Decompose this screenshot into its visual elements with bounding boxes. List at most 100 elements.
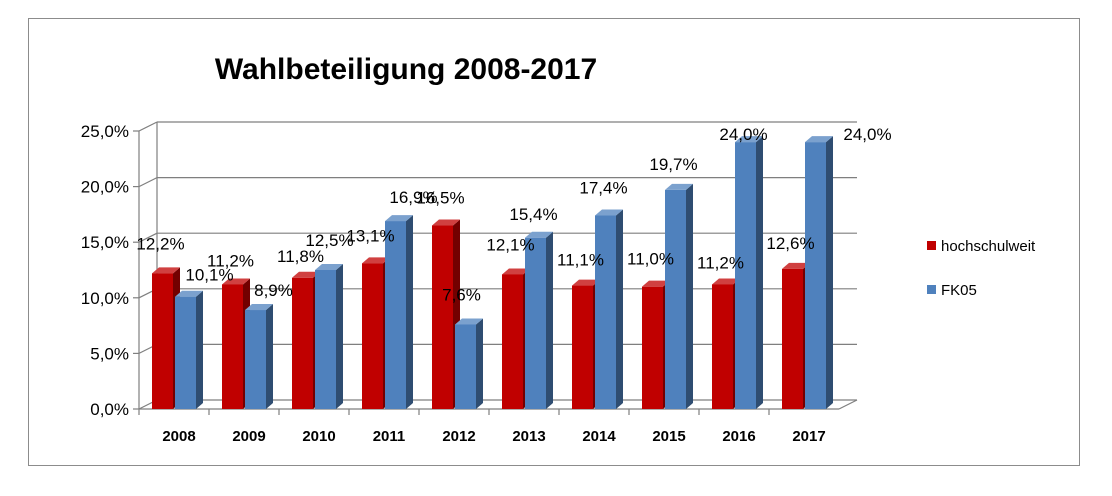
data-label: 16,5% <box>416 189 464 208</box>
bar-top <box>502 268 530 275</box>
bar-top <box>315 264 343 270</box>
data-label: 17,4% <box>579 179 627 198</box>
bar-FK05-2012 <box>455 318 483 409</box>
data-label: 11,2% <box>697 253 744 272</box>
data-label: 8,9% <box>254 281 293 300</box>
bar-front <box>502 274 523 409</box>
bar-top <box>362 257 390 264</box>
bar-side <box>476 318 483 409</box>
bar-FK05-2017 <box>805 136 833 409</box>
bar-side <box>826 136 833 409</box>
bar-top <box>175 290 203 297</box>
bar-top <box>595 209 623 216</box>
data-label: 13,1% <box>346 226 394 245</box>
bar-front <box>782 268 803 409</box>
bar-front <box>595 215 616 409</box>
bar-FK05-2014 <box>595 209 623 409</box>
bar-top <box>455 318 483 325</box>
bar-top <box>525 231 553 238</box>
x-tick-label: 2011 <box>373 428 406 445</box>
bar-top <box>642 280 670 287</box>
data-label: 12,6% <box>766 234 814 253</box>
bar-side <box>616 209 623 409</box>
data-label: 19,7% <box>649 155 697 174</box>
bar-side <box>686 183 693 409</box>
bar-side <box>406 215 413 409</box>
bar-top <box>735 136 763 143</box>
x-tick-label: 2010 <box>302 428 335 445</box>
bar-front <box>642 286 663 409</box>
y-tick-label: 10,0% <box>81 289 129 308</box>
data-label: 15,4% <box>509 205 557 224</box>
bar-front <box>292 277 313 409</box>
chart-title: Wahlbeteiligung 2008-2017 <box>215 53 597 86</box>
data-label: 7,6% <box>442 285 481 304</box>
bar-top <box>152 267 180 274</box>
legend-item-hochschulweit: hochschulweit <box>927 238 1036 255</box>
x-tick-label: 2013 <box>512 428 545 445</box>
bar-front <box>665 189 686 409</box>
floor-right-edge <box>838 399 858 410</box>
data-label: 16,9% <box>389 188 437 207</box>
bar-front <box>712 284 733 409</box>
legend-swatch <box>927 285 936 294</box>
bar-side <box>196 290 203 409</box>
legend-swatch <box>927 241 936 250</box>
bar-top <box>572 279 600 286</box>
bar-side <box>336 264 343 409</box>
gridline-depth <box>138 121 158 132</box>
bar-front <box>362 263 383 409</box>
legend-item-FK05: FK05 <box>927 282 977 299</box>
data-label: 12,5% <box>305 231 353 250</box>
x-tick-label: 2017 <box>792 428 825 445</box>
bar-front <box>315 270 336 409</box>
x-tick-label: 2016 <box>722 428 755 445</box>
data-label: 12,2% <box>136 234 184 253</box>
data-label: 24,0% <box>719 125 767 144</box>
bar-top <box>665 183 693 190</box>
bar-side <box>266 304 273 409</box>
y-tick-label: 20,0% <box>81 178 129 197</box>
bar-top <box>432 219 460 226</box>
bar-front <box>175 296 196 409</box>
bar-FK05-2011 <box>385 215 413 409</box>
bar-top <box>782 262 810 269</box>
y-tick-label: 25,0% <box>81 122 129 141</box>
data-label: 11,2% <box>207 251 254 270</box>
bar-side <box>756 136 763 409</box>
bar-front <box>385 221 406 409</box>
bar-FK05-2015 <box>665 183 693 409</box>
y-tick-label: 5,0% <box>90 344 129 363</box>
bar-FK05-2016 <box>735 136 763 409</box>
bar-front <box>805 142 826 409</box>
bar-front <box>432 225 453 409</box>
bar-front <box>735 142 756 409</box>
x-tick-label: 2009 <box>232 428 265 445</box>
bar-top <box>292 271 320 278</box>
x-tick-label: 2008 <box>162 428 195 445</box>
data-label: 12,1% <box>486 235 534 254</box>
data-label: 11,1% <box>557 251 604 270</box>
bar-front <box>245 310 266 409</box>
bar-side <box>546 231 553 409</box>
bar-FK05-2013 <box>525 231 553 409</box>
bar-FK05-2008 <box>175 290 203 409</box>
legend-label: hochschulweit <box>941 238 1036 255</box>
data-label: 11,0% <box>627 250 674 269</box>
data-label: 11,8% <box>277 247 324 266</box>
data-label: 10,1% <box>185 266 233 285</box>
bar-front <box>152 273 173 409</box>
x-tick-label: 2015 <box>652 428 685 445</box>
gridline-depth <box>138 232 158 243</box>
bar-top <box>245 304 273 311</box>
bar-FK05-2010 <box>315 264 343 409</box>
x-tick-label: 2012 <box>442 428 475 445</box>
x-tick-label: 2014 <box>582 428 616 445</box>
bar-front <box>222 284 243 409</box>
chart-frame: Wahlbeteiligung 2008-2017 0,0% 5,0% 10,0% 1… <box>28 18 1080 466</box>
bar-top <box>222 278 250 285</box>
bar-front <box>572 285 593 409</box>
bar-top <box>712 278 740 285</box>
chart-svg: Wahlbeteiligung 2008-2017 0,0% 5,0% 10,0% 1… <box>81 53 1036 445</box>
bar-top <box>805 136 833 143</box>
